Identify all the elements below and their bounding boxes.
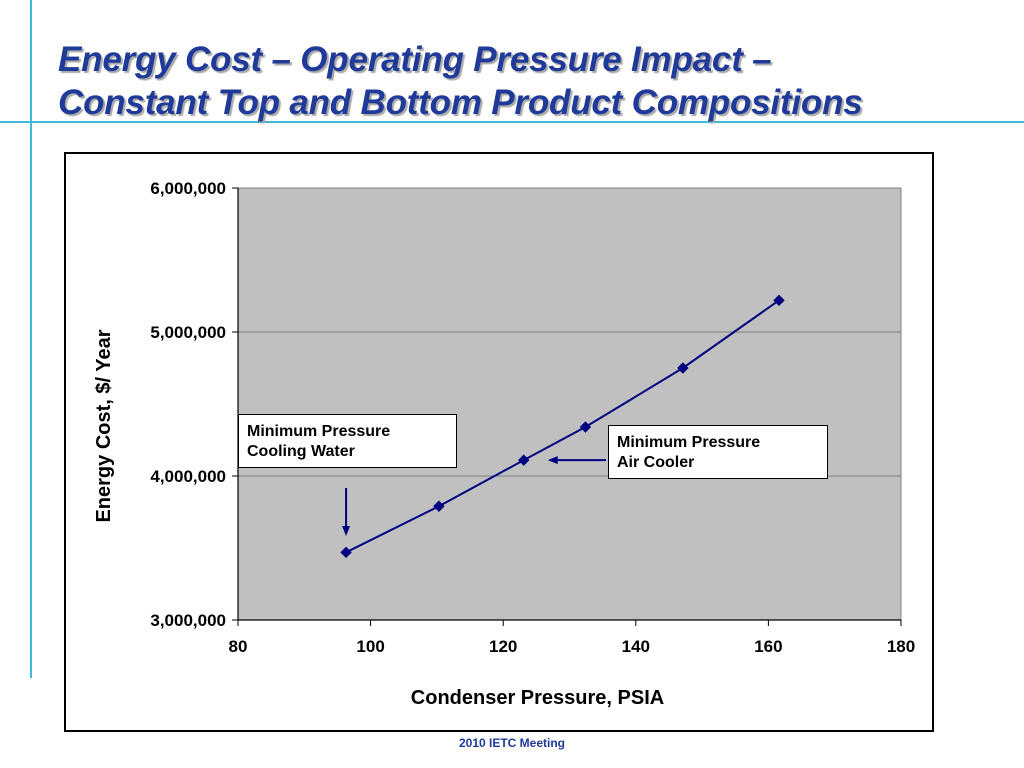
arrow-air-cooler-head: [547, 456, 558, 465]
x-tick-label-1: 100: [356, 637, 384, 656]
slide-title-line-1: Energy Cost – Operating Pressure Impact …: [58, 40, 772, 79]
x-tick-label-5: 180: [887, 637, 915, 656]
y-tick-label-2: 5,000,000: [150, 323, 226, 342]
chart-svg: 3,000,000 4,000,000 5,000,000 6,000,000 80 10…: [93, 179, 915, 709]
callout-air-cooler-line1: Minimum Pressure: [617, 434, 761, 451]
x-axis-title: Condenser Pressure, PSIA: [411, 687, 664, 709]
x-tick-label-3: 140: [622, 637, 650, 656]
series-0-point-2: [518, 454, 530, 466]
callout-air-cooler: Minimum Pressure Air Cooler: [608, 425, 828, 479]
x-tick-label-0: 80: [229, 637, 248, 656]
accent-horizontal-line: [0, 121, 1024, 123]
chart-frame: 3,000,000 4,000,000 5,000,000 6,000,000 80 10…: [64, 152, 934, 732]
footer: 2010 IETC Meeting: [458, 736, 566, 750]
slide-title: Energy Cost – Operating Pressure Impact …: [58, 38, 863, 124]
callout-air-cooler-line2: Air Cooler: [617, 454, 695, 471]
callout-cooling-water-line1: Minimum Pressure: [247, 423, 391, 440]
slide-title-line-2: Constant Top and Bottom Product Composit…: [58, 83, 863, 122]
y-tick-label-0: 3,000,000: [150, 611, 226, 630]
y-tick-label-1: 4,000,000: [150, 467, 226, 486]
callout-cooling-water-line2: Cooling Water: [247, 443, 355, 460]
x-tick-label-2: 120: [489, 637, 517, 656]
series-0-point-3: [579, 421, 592, 433]
series-0-point-4: [677, 362, 689, 374]
accent-vertical-line: [30, 0, 32, 678]
y-axis-title: Energy Cost, $/ Year: [93, 329, 115, 522]
callout-cooling-water: Minimum Pressure Cooling Water: [238, 414, 457, 468]
plot-area: [237, 187, 902, 621]
series-0-line: [345, 299, 780, 554]
x-tick-label-4: 160: [754, 637, 782, 656]
y-tick-label-3: 6,000,000: [150, 179, 226, 198]
series-0-point-1: [433, 500, 445, 512]
arrow-cooling-water-head: [342, 526, 351, 536]
series-0-point-5: [773, 294, 785, 307]
series-0-point-0: [340, 546, 352, 559]
